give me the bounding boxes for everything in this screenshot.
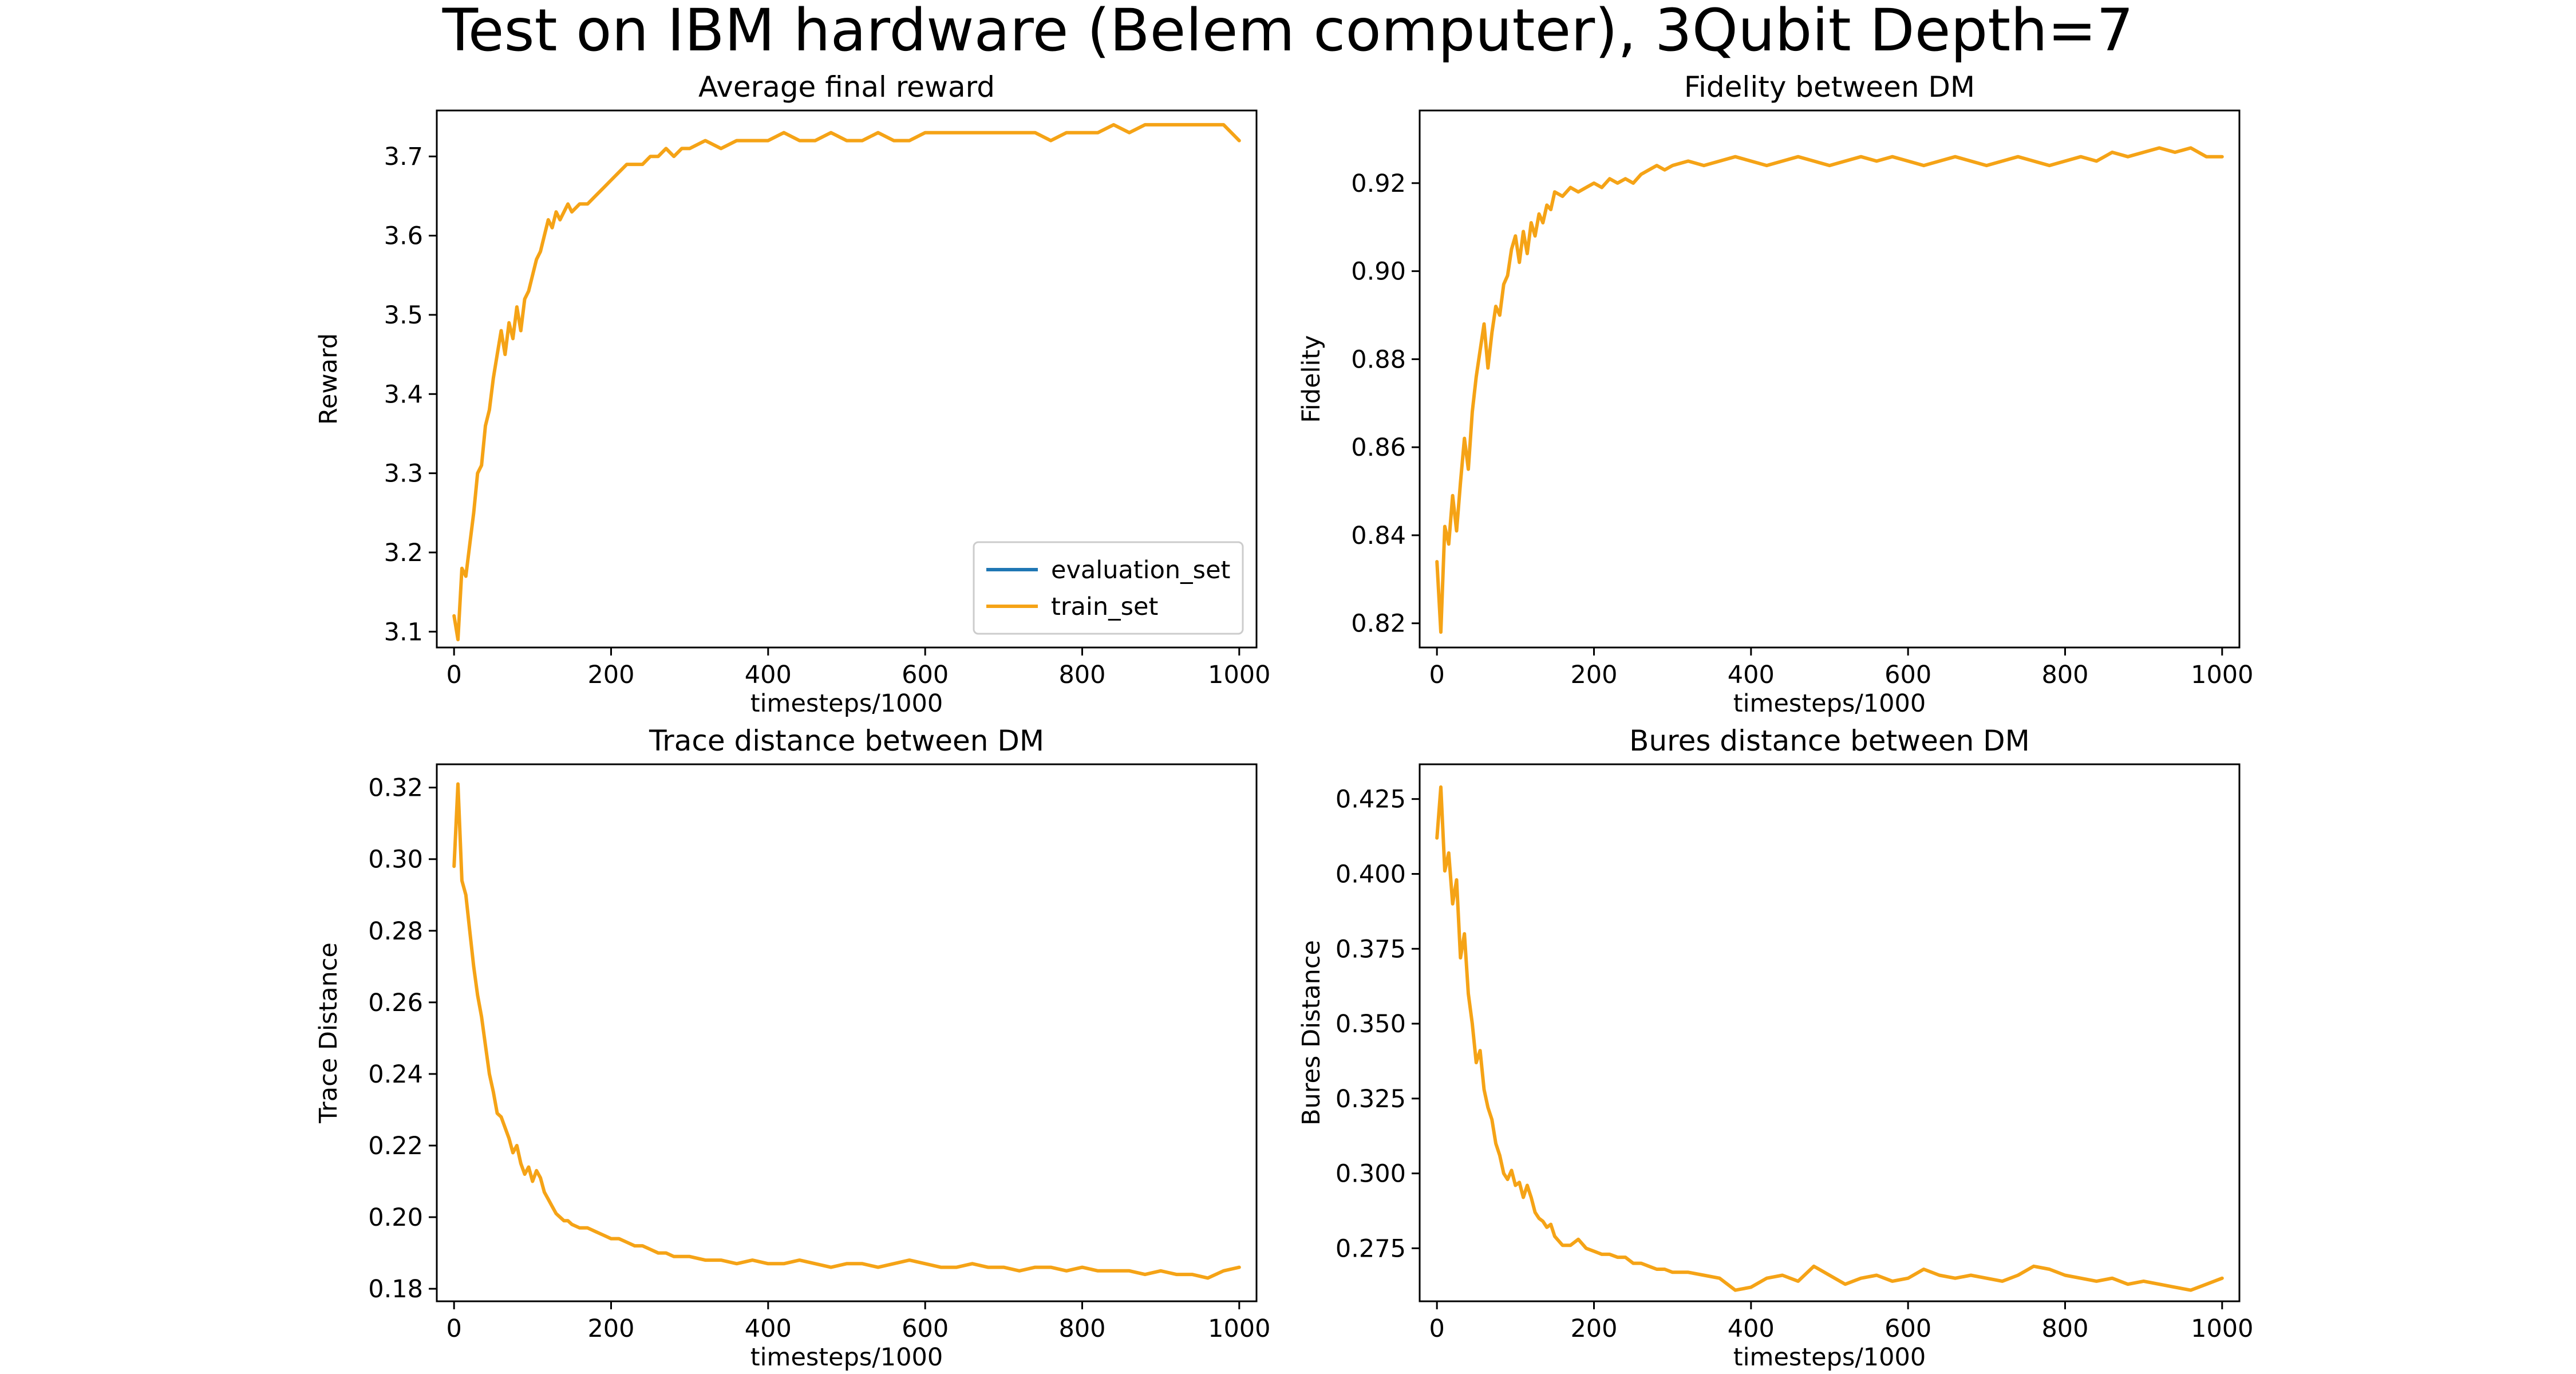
x-axis-label: timesteps/1000 <box>750 689 943 718</box>
y-tick-label: 0.88 <box>1351 345 1406 374</box>
x-tick-label: 200 <box>1570 661 1617 689</box>
figure-suptitle: Test on IBM hardware (Belem computer), 3… <box>442 0 2134 65</box>
y-tick-label: 3.6 <box>384 222 423 251</box>
x-tick-label: 400 <box>745 1314 792 1343</box>
x-tick-label: 800 <box>1058 661 1105 689</box>
subplot-title: Trace distance between DM <box>649 724 1044 757</box>
legend: evaluation_set train_set <box>973 541 1244 635</box>
y-tick-label: 0.90 <box>1351 258 1406 286</box>
y-tick-label: 3.4 <box>384 380 423 409</box>
subplot-3: 0 200 400 600 800 1000 0.18 0.20 0.22 0.24 0.26 0.2… <box>314 724 1271 1372</box>
y-axis-label: Reward <box>314 333 343 425</box>
y-tick-label: 0.92 <box>1351 169 1406 198</box>
x-tick-label: 400 <box>745 661 792 689</box>
x-tick-label: 400 <box>1728 661 1775 689</box>
x-tick-label: 600 <box>902 661 949 689</box>
subplot-1: 0 200 400 600 800 1000 3.1 3.2 3.3 3.4 3.5 3.6 3.7 Av… <box>314 70 1271 718</box>
x-tick-label: 400 <box>1728 1314 1775 1343</box>
y-axis-label: Bures Distance <box>1297 940 1326 1126</box>
series-line-train-set <box>452 782 1241 1280</box>
subplot-title: Average final reward <box>698 70 995 104</box>
y-tick-label: 3.3 <box>384 460 423 488</box>
x-tick-label: 200 <box>587 1314 634 1343</box>
y-tick-label: 0.300 <box>1336 1160 1406 1189</box>
x-axis-label: timesteps/1000 <box>750 1343 943 1372</box>
series-line-train-set <box>452 123 1241 642</box>
y-tick-label: 0.400 <box>1336 860 1406 889</box>
x-axis-label: timesteps/1000 <box>1733 1343 1926 1372</box>
subplot-4: 0 200 400 600 800 1000 0.275 0.300 0.325 0.350 0.3… <box>1297 724 2254 1372</box>
x-tick-label: 1000 <box>2191 1314 2253 1343</box>
x-tick-label: 800 <box>2041 1314 2088 1343</box>
x-tick-label: 600 <box>1884 1314 1931 1343</box>
y-tick-label: 3.5 <box>384 301 423 330</box>
x-tick-label: 600 <box>902 1314 949 1343</box>
plot-frame <box>1419 763 2241 1302</box>
x-tick-label: 0 <box>446 661 461 689</box>
x-tick-label: 1000 <box>2191 661 2253 689</box>
x-tick-label: 0 <box>1429 661 1444 689</box>
y-tick-label: 0.375 <box>1336 935 1406 964</box>
y-tick-label: 0.24 <box>368 1060 423 1089</box>
subplot-2: 0 200 400 600 800 1000 0.82 0.84 0.86 0.88 0.90 0.9… <box>1297 70 2254 718</box>
x-tick-label: 600 <box>1884 661 1931 689</box>
subplot-grid: 0 200 400 600 800 1000 3.1 3.2 3.3 3.4 3.5 3.6 3.7 Av… <box>314 70 2254 1372</box>
y-tick-label: 3.2 <box>384 539 423 567</box>
subplot-title: Bures distance between DM <box>1629 724 2030 757</box>
series-line-train-set <box>1435 785 2224 1292</box>
y-axis-label: Trace Distance <box>314 942 343 1124</box>
y-tick-label: 0.325 <box>1336 1085 1406 1114</box>
y-tick-label: 0.22 <box>368 1132 423 1160</box>
y-tick-label: 0.350 <box>1336 1010 1406 1039</box>
y-tick-label: 0.275 <box>1336 1234 1406 1263</box>
y-axis-label: Fidelity <box>1297 335 1326 423</box>
x-tick-label: 800 <box>1058 1314 1105 1343</box>
y-tick-label: 3.1 <box>384 618 423 646</box>
y-tick-label: 3.7 <box>384 143 423 171</box>
y-tick-label: 0.30 <box>368 846 423 874</box>
subplot-title: Fidelity between DM <box>1684 70 1975 104</box>
legend-label-train-set: train_set <box>1051 593 1158 621</box>
plot-frame <box>436 109 1258 649</box>
plot-frame <box>1419 109 2241 649</box>
x-tick-label: 1000 <box>1208 661 1270 689</box>
y-tick-label: 0.425 <box>1336 785 1406 814</box>
x-tick-label: 800 <box>2041 661 2088 689</box>
x-axis-label: timesteps/1000 <box>1733 689 1926 718</box>
y-tick-label: 0.28 <box>368 917 423 946</box>
legend-label-evaluation-set: evaluation_set <box>1051 556 1230 585</box>
y-tick-label: 0.84 <box>1351 522 1406 550</box>
y-tick-label: 0.86 <box>1351 433 1406 462</box>
x-tick-label: 0 <box>446 1314 461 1343</box>
y-tick-label: 0.26 <box>368 989 423 1017</box>
series-line-train-set <box>1435 146 2224 634</box>
x-tick-label: 200 <box>1570 1314 1617 1343</box>
y-tick-label: 0.32 <box>368 774 423 803</box>
y-tick-label: 0.18 <box>368 1275 423 1304</box>
plot-frame <box>436 763 1258 1302</box>
legend-box <box>973 541 1244 635</box>
x-tick-label: 1000 <box>1208 1314 1270 1343</box>
x-tick-label: 200 <box>587 661 634 689</box>
y-tick-label: 0.82 <box>1351 610 1406 638</box>
y-tick-label: 0.20 <box>368 1203 423 1232</box>
x-tick-label: 0 <box>1429 1314 1444 1343</box>
